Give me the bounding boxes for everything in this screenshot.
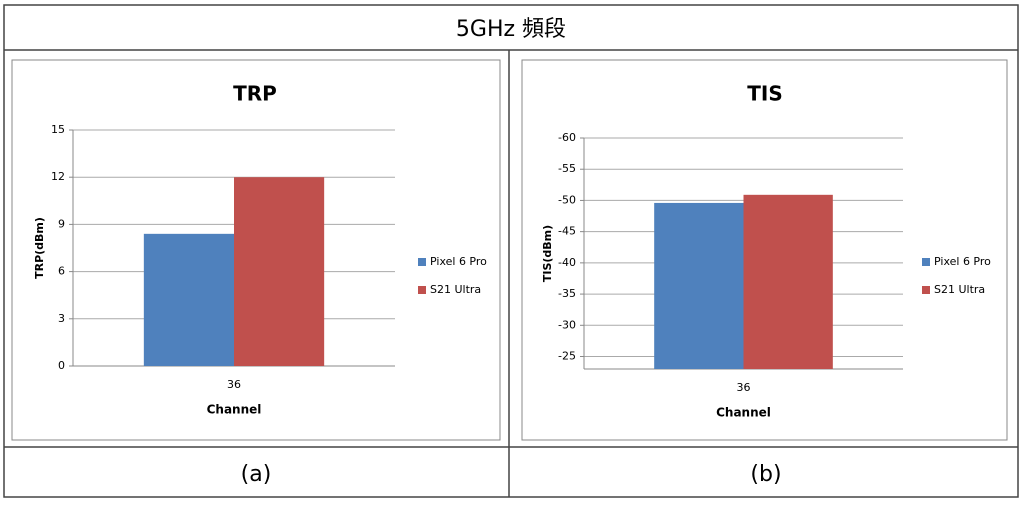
- legend-label: Pixel 6 Pro: [934, 255, 991, 268]
- legend-swatch: [922, 258, 930, 266]
- bar: [654, 202, 744, 369]
- y-tick-label: -45: [558, 225, 576, 238]
- y-tick-label: -30: [558, 318, 576, 331]
- y-tick-label: 9: [58, 217, 65, 230]
- x-tick-label: 36: [227, 378, 241, 391]
- y-tick-label: 6: [58, 265, 65, 278]
- table-border: [3, 4, 1019, 498]
- y-tick-label: 15: [51, 123, 65, 136]
- y-tick-label: 3: [58, 312, 65, 325]
- x-tick-label: 36: [737, 381, 751, 394]
- chart-title: TIS: [747, 82, 783, 106]
- caption: (b): [750, 462, 781, 487]
- y-tick-label: -40: [558, 256, 576, 269]
- bar: [143, 233, 234, 366]
- chart-frame: [521, 59, 1008, 441]
- chart-title: TRP: [233, 82, 277, 106]
- x-axis-label: Channel: [716, 406, 771, 420]
- legend-label: S21 Ultra: [430, 283, 481, 296]
- y-tick-label: -50: [558, 193, 576, 206]
- caption: (a): [241, 462, 272, 487]
- bar: [234, 177, 325, 366]
- y-tick-label: -25: [558, 350, 576, 363]
- y-tick-label: -55: [558, 162, 576, 175]
- legend-swatch: [418, 258, 426, 266]
- legend-swatch: [418, 286, 426, 294]
- bar: [743, 194, 833, 369]
- y-axis-label: TRP(dBm): [33, 217, 46, 279]
- legend-label: Pixel 6 Pro: [430, 255, 487, 268]
- y-tick-label: 12: [51, 170, 65, 183]
- y-tick-label: -60: [558, 131, 576, 144]
- legend-label: S21 Ultra: [934, 283, 985, 296]
- chart-frame: [11, 59, 501, 441]
- legend-swatch: [922, 286, 930, 294]
- table-title: 5GHz 頻段: [456, 17, 566, 42]
- y-axis-label: TIS(dBm): [541, 225, 554, 282]
- x-axis-label: Channel: [207, 403, 262, 417]
- y-tick-label: -35: [558, 287, 576, 300]
- y-tick-label: 0: [58, 359, 65, 372]
